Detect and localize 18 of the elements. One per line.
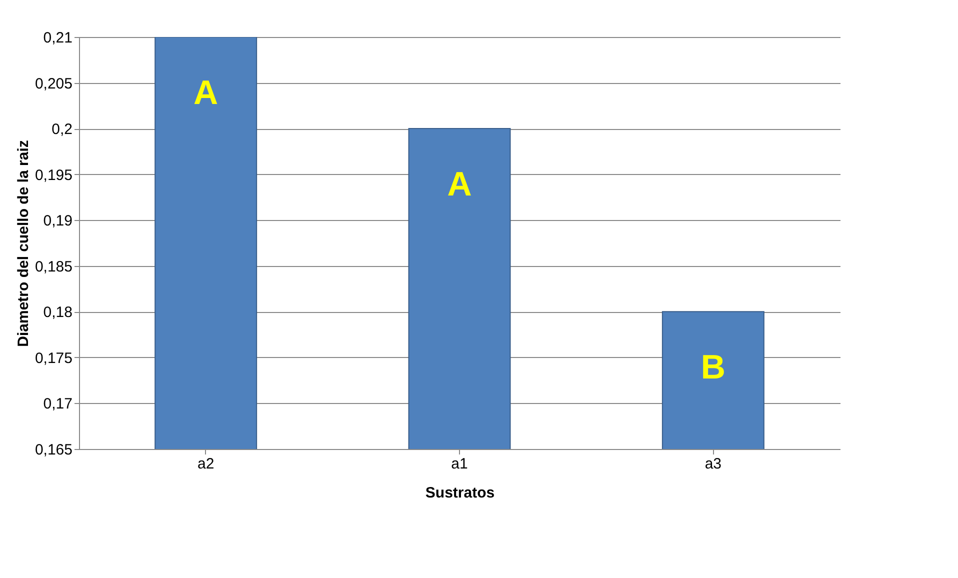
y-tick-label: 0,195 (34, 166, 72, 184)
y-tick-label: 0,19 (43, 212, 72, 230)
y-tick-label: 0,18 (43, 304, 72, 322)
y-tick-label: 0,17 (43, 396, 72, 413)
y-tick-label: 0,165 (34, 442, 72, 458)
annotation: B (700, 348, 726, 387)
y-tick-label: 0,185 (34, 258, 72, 276)
x-axis-title: Sustratos (425, 484, 495, 502)
y-tick-label: 0,21 (43, 30, 72, 46)
x-tick-label: a1 (451, 456, 468, 472)
x-tick-label: a3 (704, 456, 722, 472)
annotation: A (447, 166, 472, 204)
y-tick-label: 0,205 (34, 75, 72, 92)
y-axis-title: Diametro del cuello de la raiz (14, 140, 32, 347)
y-tick-label: 0,2 (52, 121, 72, 138)
x-tick-label: a2 (197, 456, 214, 472)
y-tick-label: 0,175 (34, 350, 72, 367)
annotation: A (194, 74, 218, 112)
